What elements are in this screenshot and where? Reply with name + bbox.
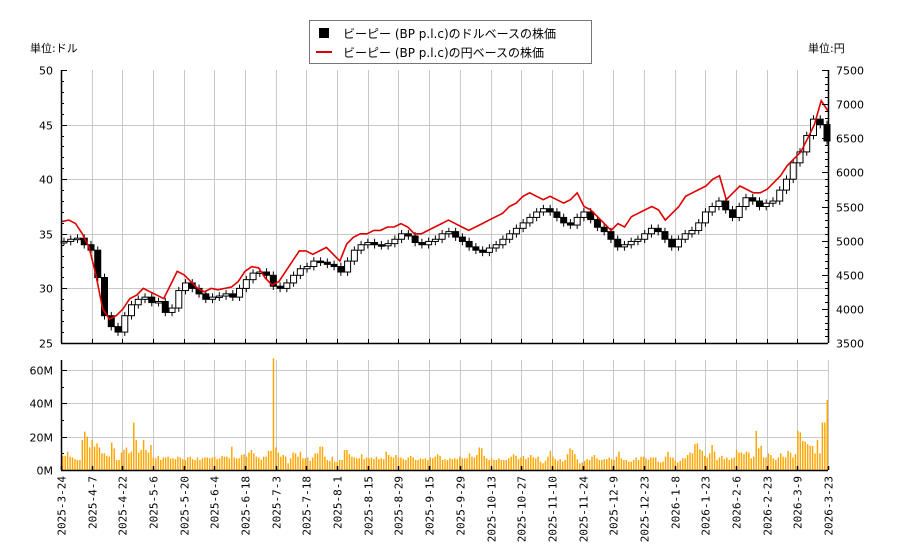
svg-text:5500: 5500 — [836, 202, 864, 215]
svg-text:40M: 40M — [30, 398, 54, 411]
svg-text:2026-1-8: 2026-1-8 — [670, 476, 683, 529]
svg-text:2025-7-18: 2025-7-18 — [301, 476, 314, 536]
black-square-icon — [319, 28, 329, 38]
svg-text:2026-3-23: 2026-3-23 — [823, 476, 836, 536]
svg-text:7000: 7000 — [836, 99, 864, 112]
svg-text:2025-5-6: 2025-5-6 — [148, 476, 161, 529]
svg-text:20M: 20M — [30, 432, 54, 445]
svg-text:2025-6-18: 2025-6-18 — [240, 476, 253, 536]
svg-text:7500: 7500 — [836, 65, 864, 78]
chart-axes — [60, 70, 830, 472]
svg-text:4500: 4500 — [836, 270, 864, 283]
svg-text:2026-2-23: 2026-2-23 — [762, 476, 775, 536]
legend-item-usd: ビーピー (BP p.l.c)のドルベースの株価 — [316, 24, 556, 42]
svg-text:60M: 60M — [30, 365, 54, 378]
svg-text:5000: 5000 — [836, 236, 864, 249]
left-unit-label: 単位:ドル — [30, 42, 78, 55]
svg-text:30: 30 — [39, 283, 53, 296]
svg-text:35: 35 — [39, 229, 53, 242]
svg-text:3500: 3500 — [836, 338, 864, 351]
svg-text:2025-12-9: 2025-12-9 — [608, 476, 621, 536]
svg-text:2025-10-13: 2025-10-13 — [486, 476, 499, 542]
svg-text:2025-6-4: 2025-6-4 — [209, 476, 222, 529]
volume-bars — [62, 358, 828, 470]
axis-labels: 2025-3-24 2025-4-7 2025-4-22 2025-5-6 2025-5… — [30, 65, 865, 543]
svg-text:45: 45 — [39, 120, 53, 133]
svg-text:2025-8-29: 2025-8-29 — [393, 476, 406, 536]
svg-text:2025-8-15: 2025-8-15 — [363, 476, 376, 536]
usd-candlesticks — [60, 115, 831, 336]
svg-text:0M: 0M — [37, 465, 54, 478]
volume-panel-grid — [61, 360, 829, 470]
svg-text:50: 50 — [39, 65, 53, 78]
legend-usd-label: ビーピー (BP p.l.c)のドルベースの株価 — [343, 26, 557, 41]
svg-text:2025-9-15: 2025-9-15 — [424, 476, 437, 536]
svg-text:25: 25 — [39, 338, 53, 351]
svg-text:2025-9-29: 2025-9-29 — [455, 476, 468, 536]
svg-text:2025-7-3: 2025-7-3 — [271, 476, 284, 529]
legend-item-jpy: ビーピー (BP p.l.c)の円ベースの株価 — [316, 43, 544, 61]
red-line-icon — [316, 51, 332, 53]
svg-text:4000: 4000 — [836, 304, 864, 317]
svg-text:40: 40 — [39, 174, 53, 187]
legend-jpy-label: ビーピー (BP p.l.c)の円ベースの株価 — [343, 45, 545, 60]
svg-text:2025-4-22: 2025-4-22 — [117, 476, 130, 536]
svg-text:2025-5-20: 2025-5-20 — [179, 476, 192, 536]
svg-text:6000: 6000 — [836, 167, 864, 180]
svg-text:2025-3-24: 2025-3-24 — [56, 476, 69, 536]
svg-text:2026-3-9: 2026-3-9 — [792, 476, 805, 529]
svg-text:2025-12-23: 2025-12-23 — [639, 476, 652, 542]
svg-text:2025-11-24: 2025-11-24 — [578, 476, 591, 543]
chart-legend: ビーピー (BP p.l.c)のドルベースの株価 ビーピー (BP p.l.c)… — [309, 20, 592, 64]
svg-text:6500: 6500 — [836, 133, 864, 146]
svg-text:2025-10-27: 2025-10-27 — [516, 476, 529, 542]
svg-text:2026-2-6: 2026-2-6 — [731, 476, 744, 529]
svg-text:2025-8-1: 2025-8-1 — [332, 476, 345, 529]
svg-text:2025-4-7: 2025-4-7 — [87, 476, 100, 529]
svg-text:2025-11-10: 2025-11-10 — [547, 476, 560, 542]
jpy-price-line — [61, 98, 829, 321]
right-unit-label: 単位:円 — [808, 42, 845, 55]
svg-text:2026-1-23: 2026-1-23 — [700, 476, 713, 536]
